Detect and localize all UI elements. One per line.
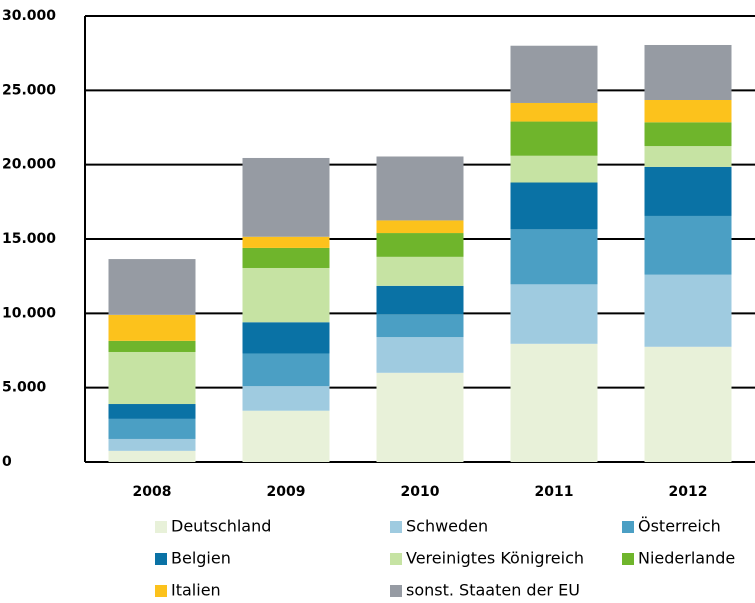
bar-segment xyxy=(108,259,196,315)
bar-segment xyxy=(376,372,464,462)
legend-swatch xyxy=(390,585,402,597)
legend-label: Schweden xyxy=(406,517,488,536)
bar-segment xyxy=(108,418,196,439)
bar-segment xyxy=(510,182,598,230)
bar-segment xyxy=(108,438,196,451)
bar-segment xyxy=(644,122,732,147)
y-tick-label: 20.000 xyxy=(2,157,56,173)
bar-segment xyxy=(108,340,196,352)
bar-segment xyxy=(510,229,598,285)
bar-segment xyxy=(108,351,196,405)
legend-swatch xyxy=(155,521,167,533)
bar-segment xyxy=(510,155,598,183)
axes: 0 5.000 10.000 15.000 20.000 25.000 30.000 2008… xyxy=(2,8,707,500)
legend-label: Vereinigtes Königreich xyxy=(406,549,584,568)
bars xyxy=(108,44,732,462)
bar-segment xyxy=(242,386,330,411)
x-tick-label: 2008 xyxy=(133,484,172,500)
bar-segment xyxy=(510,343,598,462)
bar-segment xyxy=(242,410,330,462)
legend-label: sonst. Staaten der EU xyxy=(406,581,580,600)
x-tick-label: 2011 xyxy=(535,484,574,500)
y-tick-label: 25.000 xyxy=(2,82,56,98)
bar-segment xyxy=(242,267,330,323)
bar-segment xyxy=(242,322,330,354)
bar-segment xyxy=(376,233,464,257)
bar-segment xyxy=(242,157,330,237)
bar-segment xyxy=(242,353,330,387)
legend-label: Italien xyxy=(171,581,221,600)
bar-segment xyxy=(376,314,464,338)
legend-swatch xyxy=(622,553,634,565)
x-tick-label: 2012 xyxy=(669,484,708,500)
legend-label: Niederlande xyxy=(638,549,735,568)
bar-segment xyxy=(242,247,330,268)
bar-segment xyxy=(108,450,196,462)
bar-segment xyxy=(644,99,732,123)
bar-segment xyxy=(644,44,732,100)
bar-segment xyxy=(108,314,196,341)
legend-swatch xyxy=(155,585,167,597)
bar-segment xyxy=(510,45,598,103)
bar-segment xyxy=(644,215,732,275)
bar-segment xyxy=(376,337,464,373)
legend-swatch xyxy=(622,521,634,533)
y-tick-label: 15.000 xyxy=(2,231,56,247)
y-tick-label: 5.000 xyxy=(2,380,47,396)
bar-segment xyxy=(108,404,196,419)
bar-segment xyxy=(376,156,464,221)
bar-segment xyxy=(510,102,598,122)
y-tick-label: 30.000 xyxy=(2,8,56,24)
y-tick-label: 0 xyxy=(2,454,12,470)
bar-segment xyxy=(510,284,598,344)
legend: Deutschland Schweden Österreich Belgien Vere… xyxy=(155,517,735,600)
legend-swatch xyxy=(155,553,167,565)
bar-segment xyxy=(242,236,330,248)
bar-segment xyxy=(376,220,464,234)
x-tick-label: 2009 xyxy=(267,484,306,500)
legend-label: Deutschland xyxy=(171,517,271,536)
bar-segment xyxy=(376,256,464,286)
y-tick-label: 10.000 xyxy=(2,305,56,321)
bar-segment xyxy=(376,285,464,315)
bar-segment xyxy=(644,166,732,216)
bar-segment xyxy=(510,121,598,156)
legend-label: Österreich xyxy=(638,517,721,536)
x-tick-label: 2010 xyxy=(401,484,440,500)
legend-label: Belgien xyxy=(171,549,231,568)
legend-swatch xyxy=(390,521,402,533)
bar-segment xyxy=(644,146,732,167)
bar-segment xyxy=(644,346,732,462)
legend-swatch xyxy=(390,553,402,565)
bar-segment xyxy=(644,274,732,347)
